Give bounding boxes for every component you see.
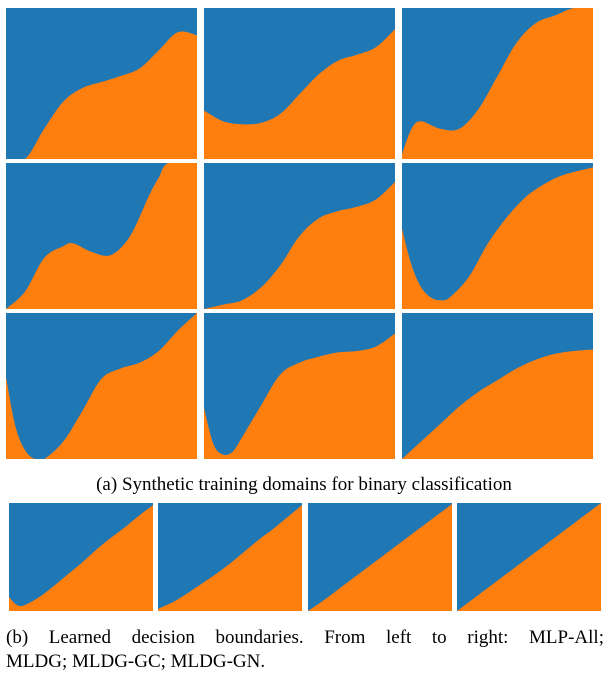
figure-b-caption-line-2: MLDG; MLDG-GC; MLDG-GN. xyxy=(6,651,266,672)
class-b-region xyxy=(402,167,593,309)
learned-boundary-panel-mldg xyxy=(158,503,302,611)
figure-a-caption: (a) Synthetic training domains for binar… xyxy=(96,474,512,495)
domain-panel-8 xyxy=(204,313,395,459)
class-b-region xyxy=(457,503,601,611)
domain-panel-3 xyxy=(402,8,593,159)
domain-panel-6 xyxy=(402,163,593,309)
learned-boundary-panel-mldg-gc xyxy=(308,503,452,611)
class-b-region xyxy=(402,349,593,459)
domain-panel-9 xyxy=(402,313,593,459)
class-b-region xyxy=(6,31,197,159)
learned-boundary-panel-mldg-gn xyxy=(457,503,601,611)
class-b-region xyxy=(402,8,593,159)
domain-panel-4 xyxy=(6,163,197,309)
class-b-region xyxy=(158,505,302,611)
class-b-region xyxy=(9,505,153,611)
class-b-region xyxy=(6,163,197,309)
class-b-region xyxy=(204,181,395,309)
domain-panel-5 xyxy=(204,163,395,309)
figure-b-caption-line-1: (b) Learned decision boundaries. From le… xyxy=(6,627,604,648)
learned-boundary-panel-mlp-all xyxy=(9,503,153,611)
domain-panel-7 xyxy=(6,313,197,459)
class-b-region xyxy=(204,29,395,159)
class-b-region xyxy=(204,333,395,459)
class-b-region xyxy=(308,504,452,611)
domain-panel-1 xyxy=(6,8,197,159)
domain-panel-2 xyxy=(204,8,395,159)
class-b-region xyxy=(6,313,197,459)
